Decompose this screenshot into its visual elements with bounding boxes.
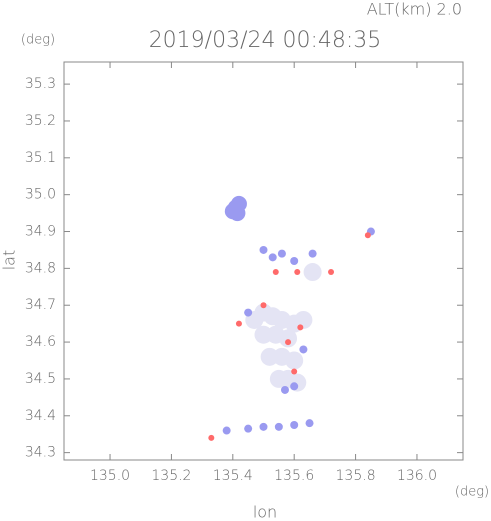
- altitude-label: ALT(km) 2.0: [367, 0, 462, 19]
- echo-point: [290, 257, 299, 265]
- echo-point: [297, 324, 304, 331]
- y-tick-label: 34.7: [25, 297, 56, 313]
- chart-title: 2019/03/24 00:48:35: [149, 28, 382, 53]
- echo-point: [268, 253, 277, 262]
- y-tick-label: 35.0: [25, 187, 56, 203]
- echo-point: [299, 345, 308, 354]
- echo-point: [285, 351, 304, 370]
- echo-point: [272, 269, 279, 276]
- echo-point: [294, 269, 301, 276]
- echo-point: [305, 419, 314, 428]
- x-unit: (deg): [455, 485, 489, 500]
- x-tick-label: 135.0: [90, 468, 130, 484]
- echo-point: [303, 263, 322, 282]
- y-tick-label: 34.4: [25, 408, 56, 424]
- y-tick-label: 35.3: [25, 76, 56, 92]
- echo-point: [279, 329, 298, 348]
- y-tick-label: 35.1: [25, 150, 56, 166]
- y-tick-label: 34.3: [25, 445, 56, 461]
- echo-point: [222, 426, 231, 435]
- echo-point: [294, 310, 313, 329]
- echo-point: [208, 434, 215, 441]
- echo-point: [274, 422, 283, 431]
- echo-point: [229, 205, 246, 222]
- x-tick-label: 135.4: [213, 468, 253, 484]
- x-tick-label: 135.2: [151, 468, 191, 484]
- echo-point: [277, 249, 286, 258]
- plot-frame: [63, 61, 464, 461]
- echo-point: [288, 373, 307, 392]
- x-axis-label: lon: [253, 503, 277, 521]
- y-tick-label: 34.8: [25, 260, 56, 276]
- echo-point: [244, 424, 253, 433]
- x-tick-label: 135.6: [274, 468, 314, 484]
- y-unit: (deg): [21, 33, 55, 48]
- echo-point: [285, 339, 292, 346]
- y-axis-label: lat: [0, 250, 19, 271]
- echo-point: [290, 420, 299, 429]
- echo-point: [280, 385, 289, 394]
- x-tick-label: 135.8: [336, 468, 376, 484]
- y-tick-label: 35.2: [25, 113, 56, 129]
- y-tick-label: 34.9: [25, 224, 56, 240]
- echo-point: [259, 422, 268, 431]
- echo-point: [244, 308, 253, 317]
- echo-point: [328, 269, 335, 276]
- x-tick-label: 136.0: [397, 468, 437, 484]
- echo-point: [259, 245, 268, 254]
- echo-point: [291, 368, 298, 375]
- echo-point: [260, 302, 267, 309]
- y-tick-label: 34.5: [25, 371, 56, 387]
- echo-point: [364, 232, 371, 239]
- echo-point: [308, 249, 317, 258]
- y-tick-label: 34.6: [25, 334, 56, 350]
- echo-point: [290, 382, 299, 391]
- echo-point: [235, 320, 242, 327]
